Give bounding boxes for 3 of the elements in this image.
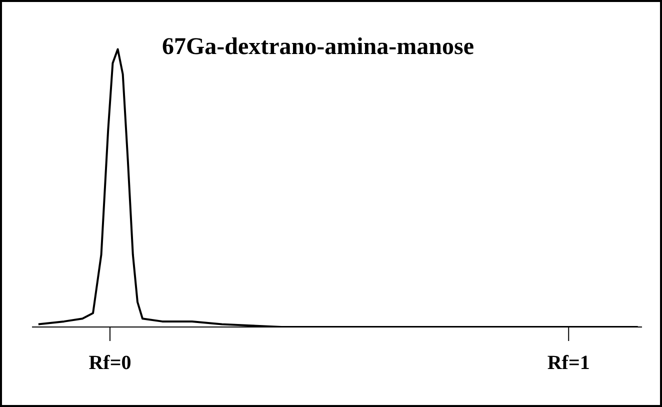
x-tick-label: Rf=0 <box>88 352 132 374</box>
x-tick-label: Rf=1 <box>547 352 590 374</box>
chart-title: 67Ga-dextrano-amina-manose <box>162 34 474 60</box>
